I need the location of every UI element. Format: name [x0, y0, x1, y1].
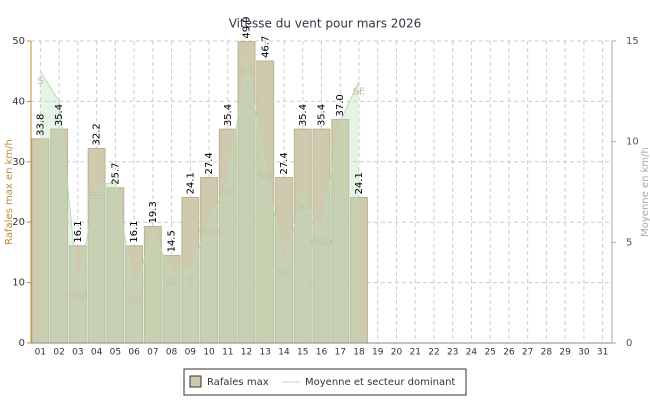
x-tick-label: 28	[541, 348, 553, 358]
x-tick-label: 14	[278, 348, 290, 358]
sector-label: ENE	[68, 292, 88, 303]
x-tick-label: 02	[53, 348, 64, 358]
sector-label: SO	[127, 296, 141, 307]
value-label: 33.8	[35, 114, 46, 136]
x-tick-label: 31	[597, 348, 608, 358]
value-label: 46.7	[260, 36, 271, 58]
value-label: 35.4	[223, 104, 234, 126]
x-tick-label: 11	[222, 348, 233, 358]
y-tick-label: 20	[12, 217, 25, 228]
x-tick-label: 05	[110, 348, 121, 358]
x-tick-label: 06	[128, 348, 140, 358]
y-tick-label: 10	[12, 278, 25, 289]
x-tick-label: 24	[466, 348, 478, 358]
x-tick-label: 17	[335, 348, 346, 358]
value-label: 24.1	[185, 172, 196, 194]
sector-label: ESE	[87, 191, 106, 202]
legend-label: Moyenne et secteur dominant	[305, 377, 455, 388]
value-label: 16.1	[129, 220, 140, 242]
x-tick-label: 30	[578, 348, 590, 358]
sector-label: SE	[353, 86, 366, 97]
x-tick-label: 25	[484, 348, 495, 358]
value-label: 35.4	[54, 104, 65, 126]
x-tick-label: 23	[447, 348, 458, 358]
average-line	[39, 61, 360, 291]
x-tick-label: 20	[391, 348, 403, 358]
x-tick-label: 29	[559, 348, 571, 358]
legend	[183, 368, 467, 396]
y-axis-label: Rafales max en km/h	[4, 139, 15, 245]
y2-tick-label: 0	[626, 338, 632, 349]
y-tick-label: 30	[12, 157, 25, 168]
value-label: 19.3	[148, 201, 159, 223]
legend-label: Rafales max	[207, 377, 269, 388]
y2-axis-label: Moyenne en km/h	[640, 147, 650, 237]
sector-label: SO	[296, 201, 310, 212]
x-tick-label: 13	[260, 348, 271, 358]
x-tick-label: 09	[185, 348, 197, 358]
x-tick-label: 10	[203, 348, 215, 358]
sector-label: S	[37, 76, 43, 87]
y2-tick-label: 5	[626, 237, 632, 248]
value-label: 27.4	[279, 152, 290, 174]
sector-label: SO	[239, 66, 253, 77]
x-tick-label: 04	[91, 348, 103, 358]
y2-tick-label: 15	[626, 36, 639, 47]
sector-label: SO	[221, 187, 235, 198]
x-tick-label: 12	[241, 348, 252, 358]
x-tick-label: 21	[409, 348, 420, 358]
sector-label: SE	[165, 278, 178, 289]
value-label: 35.4	[317, 104, 328, 126]
x-tick-label: 01	[35, 348, 46, 358]
value-label: 49.9	[242, 16, 253, 38]
legend-swatch	[189, 375, 202, 388]
value-label: 27.4	[204, 152, 215, 174]
x-tick-label: 22	[428, 348, 439, 358]
x-tick-label: 18	[353, 348, 365, 358]
x-tick-label: 15	[297, 348, 308, 358]
x-tick-label: 26	[503, 348, 515, 358]
value-label: 35.4	[298, 104, 309, 126]
value-label: 16.1	[73, 220, 84, 242]
value-label: 25.7	[110, 163, 121, 185]
value-label: 32.2	[92, 123, 103, 145]
sector-label: SO	[277, 267, 291, 278]
x-tick-label: 27	[522, 348, 533, 358]
chart-title: Vitesse du vent pour mars 2026	[229, 17, 422, 31]
x-tick-label: 08	[166, 348, 178, 358]
average-area	[40, 61, 359, 344]
sector-label: SSO	[199, 227, 220, 238]
x-tick-label: 19	[372, 348, 384, 358]
y-tick-label: 50	[12, 36, 25, 47]
sector-label: S	[187, 276, 193, 287]
sector-label: OSO	[310, 237, 332, 248]
value-label: 37.0	[335, 94, 346, 116]
y-tick-label: 0	[19, 338, 25, 349]
x-tick-label: 16	[316, 348, 328, 358]
y2-tick-label: 10	[626, 137, 639, 148]
sector-label: SO	[258, 171, 272, 182]
x-tick-label: 03	[72, 348, 83, 358]
y-tick-label: 40	[12, 96, 25, 107]
value-label: 14.5	[167, 230, 178, 252]
x-tick-label: 07	[147, 348, 158, 358]
value-label: 24.1	[354, 172, 365, 194]
